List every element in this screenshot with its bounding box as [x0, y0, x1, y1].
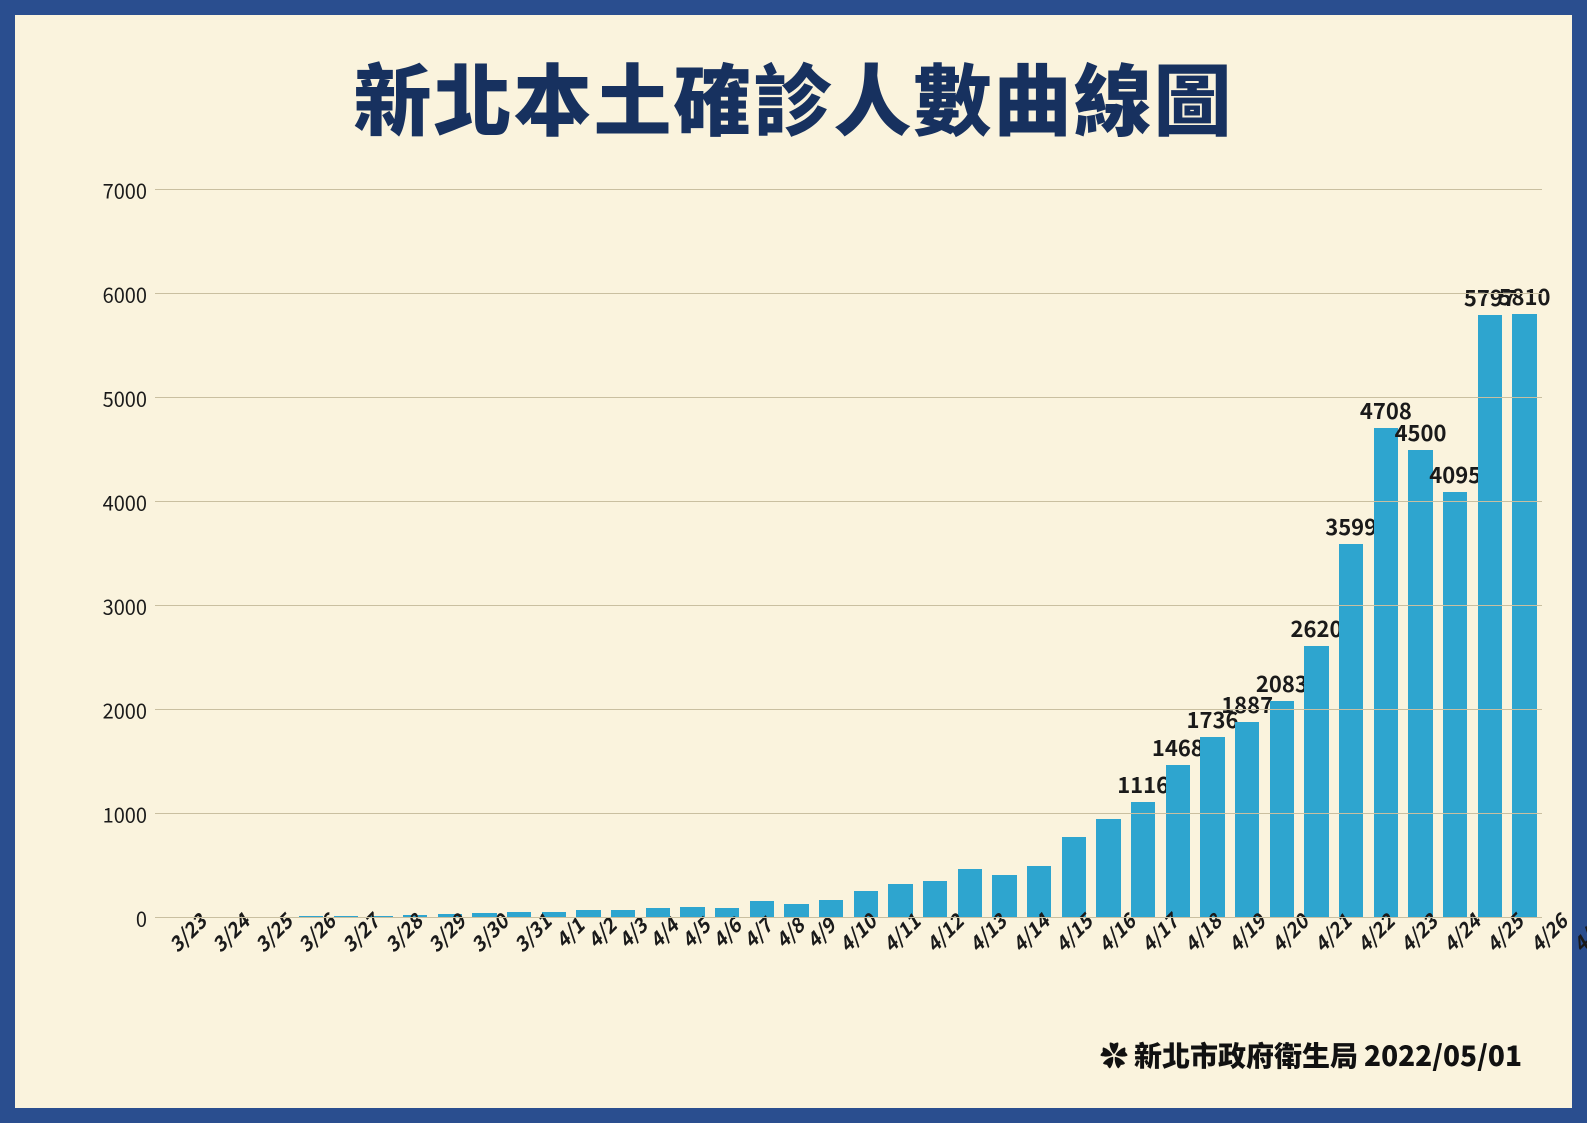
bar: [1270, 701, 1294, 918]
bar-slot: [155, 190, 190, 918]
bar-slot: 4500: [1403, 190, 1438, 918]
bar-slot: [190, 190, 225, 918]
bar-slot: 1887: [1230, 190, 1265, 918]
bar-slot: [363, 190, 398, 918]
bar: [1166, 765, 1190, 918]
bar: [1443, 492, 1467, 918]
bar-slot: [1022, 190, 1057, 918]
bar: [1304, 646, 1328, 918]
bar: [1478, 315, 1502, 918]
bar: [1339, 544, 1363, 918]
chart-inner: 新北本土確診人數曲線圖 1116146817361887208326203599…: [30, 30, 1557, 1093]
y-axis-label: 3000: [103, 592, 147, 621]
gridline: [155, 917, 1542, 918]
gridline: [155, 397, 1542, 398]
bar: [1096, 819, 1120, 918]
gridline: [155, 293, 1542, 294]
bars-container: 1116146817361887208326203599470845004095…: [155, 190, 1542, 918]
bar-slot: [571, 190, 606, 918]
y-axis-label: 0: [136, 904, 147, 933]
bar-slot: 4708: [1369, 190, 1404, 918]
y-axis-label: 2000: [103, 696, 147, 725]
bar-slot: [918, 190, 953, 918]
bar-slot: [640, 190, 675, 918]
footer-date: 2022/05/01: [1364, 1035, 1522, 1075]
bar-slot: [502, 190, 537, 918]
chart-title: 新北本土確診人數曲線圖: [30, 40, 1557, 152]
bar-slot: [848, 190, 883, 918]
y-axis-label: 5000: [103, 384, 147, 413]
bar-slot: [814, 190, 849, 918]
chart-area: 1116146817361887208326203599470845004095…: [95, 190, 1542, 963]
bar-slot: [328, 190, 363, 918]
bar-slot: 2083: [1265, 190, 1300, 918]
y-axis-label: 7000: [103, 176, 147, 205]
bar: [1235, 722, 1259, 918]
gridline: [155, 605, 1542, 606]
plot-region: 1116146817361887208326203599470845004095…: [155, 190, 1542, 918]
bar: [1512, 314, 1536, 918]
bar: [958, 869, 982, 918]
x-axis-labels: 3/233/243/253/263/273/283/293/303/314/14…: [155, 922, 1542, 951]
bar-slot: [224, 190, 259, 918]
gridline: [155, 813, 1542, 814]
footer-org: 新北市政府衛生局: [1134, 1035, 1358, 1075]
y-axis-label: 4000: [103, 488, 147, 517]
bar-slot: [294, 190, 329, 918]
bar-slot: [536, 190, 571, 918]
y-axis-label: 1000: [103, 800, 147, 829]
bar-slot: [467, 190, 502, 918]
bar-slot: [259, 190, 294, 918]
gridline: [155, 189, 1542, 190]
bar-slot: [744, 190, 779, 918]
bar: [1131, 802, 1155, 918]
bar-slot: 1116: [1126, 190, 1161, 918]
bar-slot: [1091, 190, 1126, 918]
bar: [1200, 737, 1224, 918]
bar-slot: [606, 190, 641, 918]
gridline: [155, 709, 1542, 710]
bar-slot: [779, 190, 814, 918]
bar-slot: [675, 190, 710, 918]
bar-slot: 1468: [1160, 190, 1195, 918]
bar-value-label: 5810: [1499, 280, 1551, 312]
org-logo-icon: ✿: [1100, 1035, 1128, 1075]
bar-slot: [1056, 190, 1091, 918]
bar-slot: [398, 190, 433, 918]
footer: ✿ 新北市政府衛生局 2022/05/01: [1100, 1035, 1522, 1075]
bar-slot: [432, 190, 467, 918]
bar-slot: 3599: [1334, 190, 1369, 918]
bar-slot: [710, 190, 745, 918]
bar: [1408, 450, 1432, 918]
bar-slot: 1736: [1195, 190, 1230, 918]
gridline: [155, 501, 1542, 502]
bar-slot: [952, 190, 987, 918]
bar: [1062, 837, 1086, 918]
chart-frame: 新北本土確診人數曲線圖 1116146817361887208326203599…: [0, 0, 1587, 1123]
bar-slot: 5810: [1507, 190, 1542, 918]
bar-slot: [883, 190, 918, 918]
y-axis-label: 6000: [103, 280, 147, 309]
x-axis-label: 4/27: [1565, 907, 1587, 958]
bar-slot: [987, 190, 1022, 918]
bar-slot: 2620: [1299, 190, 1334, 918]
